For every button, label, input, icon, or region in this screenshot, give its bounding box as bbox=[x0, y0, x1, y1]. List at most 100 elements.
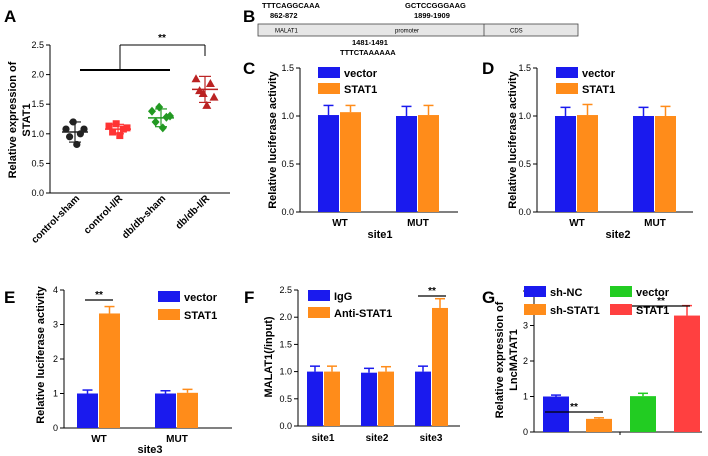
panel-e-legend-vector-swatch bbox=[158, 291, 180, 302]
panel-d-legend-stat1: STAT1 bbox=[582, 84, 615, 96]
panel-c-ylabel: Relative luciferase activity bbox=[267, 70, 279, 208]
panel-f-legend-anti-stat1-swatch bbox=[308, 307, 330, 318]
panel-f-bar bbox=[378, 371, 394, 426]
site2-sequence: GCTCCGGGAAG bbox=[405, 1, 466, 10]
panel-a-category-label: control-I/R bbox=[82, 193, 126, 237]
panel-b-label: B bbox=[243, 7, 255, 26]
panel-g-legend-sh-nc-swatch bbox=[524, 286, 546, 297]
panel-d-legend-vector: vector bbox=[582, 68, 616, 80]
panel-c-category-label: WT bbox=[332, 218, 348, 229]
panel-g-label: G bbox=[482, 288, 495, 307]
panel-e-bar-stat1 bbox=[177, 392, 198, 428]
panel-c-bar-stat1 bbox=[340, 112, 361, 212]
panel-a-ytick-label: 2.5 bbox=[31, 40, 44, 50]
panel-c-ytick-label: 1.5 bbox=[281, 63, 294, 73]
panel-d-bar-stat1 bbox=[577, 115, 598, 212]
panel-d-xlabel: site2 bbox=[605, 229, 630, 241]
panel-e-xlabel: site3 bbox=[137, 444, 162, 456]
panel-g-bar bbox=[586, 418, 612, 432]
panel-e-legend-stat1: STAT1 bbox=[184, 310, 217, 322]
panel-a-category-label: control-sham bbox=[30, 193, 83, 246]
panel-g-ytick-label: 2 bbox=[523, 356, 528, 366]
panel-g-bar bbox=[674, 315, 700, 432]
panel-a-point bbox=[80, 125, 88, 133]
panel-g-legend-sh-nc: sh-NC bbox=[550, 287, 582, 299]
panel-d-label: D bbox=[482, 59, 494, 78]
panel-f-ytick-label: 0.5 bbox=[279, 394, 292, 404]
panel-a-point bbox=[205, 78, 215, 87]
panel-f-category-label: site2 bbox=[366, 433, 389, 444]
cds-label: CDS bbox=[510, 29, 523, 35]
panel-c-bar-stat1 bbox=[418, 115, 439, 212]
promoter-label: promoter bbox=[395, 29, 419, 35]
panel-a-ylabel-line1: Relative expression of bbox=[7, 61, 19, 178]
panel-g-legend-vector-swatch bbox=[610, 286, 632, 297]
panel-e-legend-stat1-swatch bbox=[158, 309, 180, 320]
panel-a-point bbox=[209, 92, 219, 101]
panel-a-ytick-label: 1.0 bbox=[31, 129, 44, 139]
panel-g-ytick-label: 0 bbox=[523, 427, 528, 437]
panel-e-category-label: MUT bbox=[166, 434, 188, 445]
panel-e-category-label: WT bbox=[91, 434, 107, 445]
panel-a-point bbox=[158, 123, 167, 133]
panel-e: E 0 1 2 3 4 WT MUT Relative luciferase activit… bbox=[4, 285, 232, 456]
panel-a-point bbox=[202, 100, 212, 109]
panel-e-label: E bbox=[4, 288, 15, 307]
site2-position: 1899-1909 bbox=[414, 11, 450, 20]
panel-a-point bbox=[109, 128, 117, 136]
panel-a-ytick-label: 1.5 bbox=[31, 99, 44, 109]
panel-g-legend-sh-stat1-swatch bbox=[524, 304, 546, 315]
panel-a-ytick-label: 0.5 bbox=[31, 158, 44, 168]
panel-g-legend-sh-stat1: sh-STAT1 bbox=[550, 305, 600, 317]
panel-d-ylabel: Relative luciferase activity bbox=[507, 70, 519, 208]
panel-a-category-label: db/db-I/R bbox=[174, 193, 213, 232]
panel-a-point bbox=[105, 122, 113, 130]
panel-f-category-label: site3 bbox=[420, 433, 443, 444]
panel-d-legend-vector-swatch bbox=[556, 67, 578, 78]
panel-a-point bbox=[148, 106, 156, 116]
panel-a-point bbox=[62, 125, 70, 133]
panel-b: B TTTCAGGCAAA 862-872 GCTCCGGGAAG 1899-1… bbox=[243, 1, 579, 57]
site1-position: 862-872 bbox=[270, 11, 298, 20]
panel-c-category-label: MUT bbox=[407, 218, 429, 229]
gene-bar bbox=[257, 23, 579, 37]
panel-c-legend-stat1-swatch bbox=[318, 83, 340, 94]
panel-c-ytick-label: 0.5 bbox=[281, 159, 294, 169]
panel-a-point bbox=[155, 102, 164, 112]
panel-a-significance: ** bbox=[158, 33, 166, 44]
panel-d: D 0.0 0.5 1.0 1.5 WT MUT Relative luciferase … bbox=[482, 59, 693, 241]
panel-e-ylabel: Relative luciferase activity bbox=[35, 285, 47, 423]
panel-e-bar-vector bbox=[77, 393, 98, 428]
panel-c-xlabel: site1 bbox=[367, 229, 392, 241]
panel-e-ytick-label: 0 bbox=[53, 423, 58, 433]
panel-d-ytick-label: 0.0 bbox=[518, 207, 531, 217]
panel-d-ytick-label: 1.5 bbox=[518, 63, 531, 73]
panel-d-legend-stat1-swatch bbox=[556, 83, 578, 94]
panel-f-legend-igg: IgG bbox=[334, 291, 352, 303]
panel-g-significance-2: ** bbox=[657, 296, 665, 307]
panel-e-ytick-label: 3 bbox=[53, 320, 58, 330]
panel-g-ytick-label: 3 bbox=[523, 321, 528, 331]
panel-e-bar-stat1 bbox=[99, 313, 120, 428]
panel-a-point bbox=[66, 133, 74, 141]
panel-f-ytick-label: 1.5 bbox=[279, 339, 292, 349]
panel-a-category-label: db/db-sham bbox=[120, 193, 168, 241]
panel-g-ytick-label: 1 bbox=[523, 392, 528, 402]
panel-f-significance: ** bbox=[428, 286, 436, 297]
panel-c-bar-vector bbox=[318, 115, 339, 212]
panel-d-bar-vector bbox=[555, 116, 576, 212]
panel-e-ytick-label: 1 bbox=[53, 389, 58, 399]
panel-c-ytick-label: 0.0 bbox=[281, 207, 294, 217]
panel-e-ytick-label: 4 bbox=[53, 285, 58, 295]
panel-f-category-label: site1 bbox=[312, 433, 335, 444]
site3-position: 1481-1491 bbox=[352, 38, 388, 47]
panel-g-bar bbox=[543, 396, 569, 432]
panel-f-ytick-label: 2.0 bbox=[279, 312, 292, 322]
panel-f-bar bbox=[307, 371, 323, 426]
panel-f-bar bbox=[432, 307, 448, 426]
panel-c-ytick-label: 1.0 bbox=[281, 111, 294, 121]
panel-c-legend-vector: vector bbox=[344, 68, 378, 80]
site3-sequence: TTTCTAAAAAA bbox=[340, 48, 396, 57]
panel-d-ytick-label: 1.0 bbox=[518, 111, 531, 121]
